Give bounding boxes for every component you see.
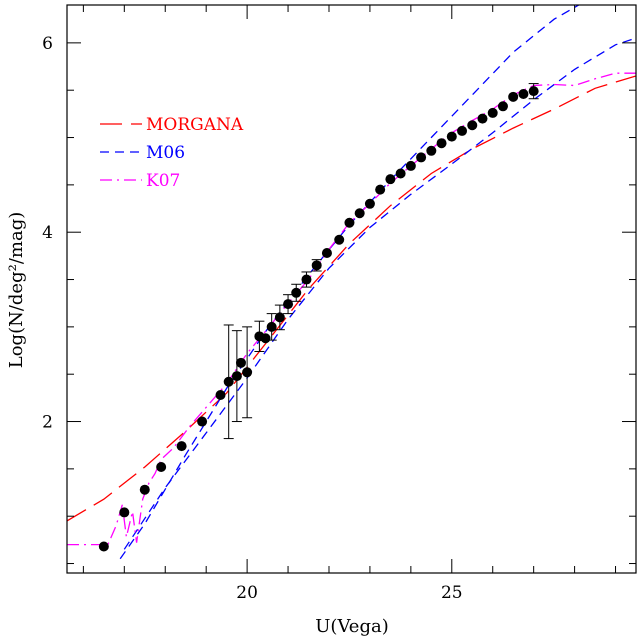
y-tick-label: 4 bbox=[42, 223, 53, 243]
data-point bbox=[283, 299, 294, 310]
data-point bbox=[242, 367, 253, 378]
legend-label-m06: M06 bbox=[146, 143, 185, 163]
data-point bbox=[487, 107, 498, 118]
data-point bbox=[197, 416, 208, 427]
data-point bbox=[301, 274, 312, 285]
legend: MORGANA M06 K07 bbox=[100, 115, 244, 191]
legend-label-k07: K07 bbox=[146, 171, 180, 191]
data-point bbox=[321, 248, 332, 259]
observed-counts bbox=[98, 83, 539, 552]
data-point bbox=[354, 208, 365, 219]
data-point bbox=[467, 120, 478, 131]
data-point bbox=[311, 260, 322, 271]
series-line-m06-1 bbox=[119, 5, 580, 560]
plot-frame bbox=[66, 4, 637, 574]
data-point bbox=[436, 138, 447, 149]
data-point bbox=[446, 131, 457, 142]
x-tick-label: 25 bbox=[441, 583, 463, 603]
data-point bbox=[266, 321, 277, 332]
data-point bbox=[291, 287, 302, 298]
data-point bbox=[508, 91, 519, 102]
y-axis-title: Log(N/deg²/mag) bbox=[6, 212, 27, 368]
y-tick-label: 2 bbox=[42, 413, 53, 433]
data-point bbox=[405, 160, 416, 171]
data-point bbox=[156, 461, 167, 472]
data-point bbox=[119, 507, 130, 518]
series-line-m06-2 bbox=[123, 37, 636, 550]
data-point bbox=[139, 484, 150, 495]
data-point bbox=[223, 376, 234, 387]
data-point bbox=[426, 145, 437, 156]
legend-label-morgana: MORGANA bbox=[146, 115, 244, 135]
data-point bbox=[344, 217, 355, 228]
data-point bbox=[518, 88, 529, 99]
data-point bbox=[528, 86, 539, 97]
data-point bbox=[416, 152, 427, 163]
data-point bbox=[364, 198, 375, 209]
data-point bbox=[98, 541, 109, 552]
data-point bbox=[176, 441, 187, 452]
data-point bbox=[497, 101, 508, 112]
data-point bbox=[231, 371, 242, 382]
x-axis-title: U(Vega) bbox=[315, 616, 388, 637]
data-point bbox=[334, 234, 345, 245]
data-point bbox=[477, 113, 488, 124]
axes: 20 25 2 4 6 bbox=[42, 4, 637, 603]
data-point bbox=[215, 390, 226, 401]
data-point bbox=[385, 174, 396, 185]
data-point bbox=[375, 184, 386, 195]
series-line-morgana bbox=[67, 75, 636, 522]
data-point bbox=[235, 357, 246, 368]
data-point bbox=[457, 125, 468, 136]
x-tick-label: 20 bbox=[236, 583, 258, 603]
model-curves bbox=[67, 5, 636, 560]
data-point bbox=[395, 168, 406, 179]
data-point bbox=[274, 312, 285, 323]
y-tick-label: 6 bbox=[42, 34, 53, 54]
data-point bbox=[260, 333, 271, 344]
